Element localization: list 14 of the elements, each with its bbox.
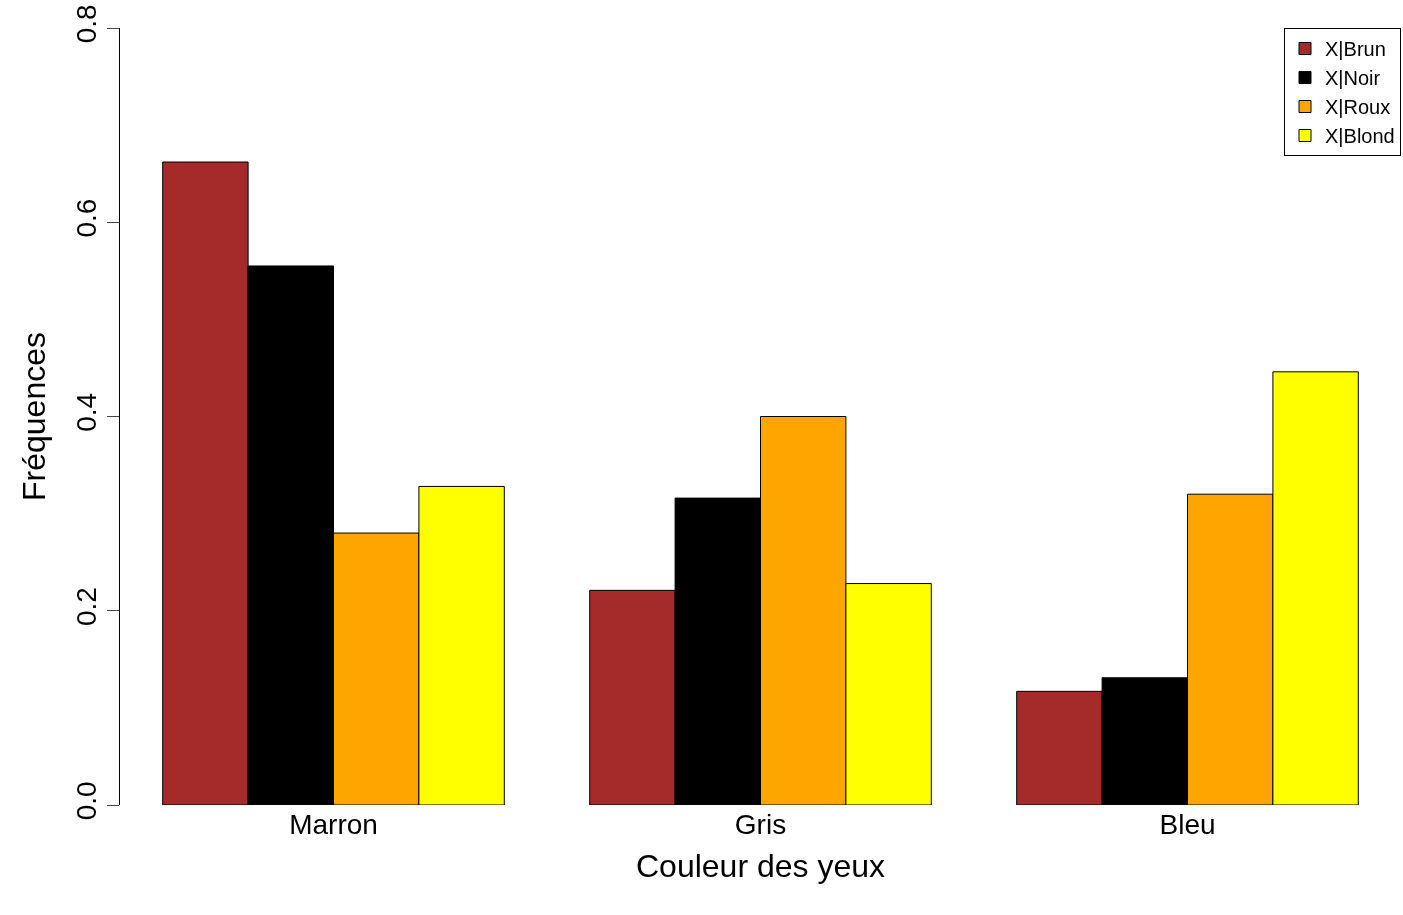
legend-label: X|Roux [1325,96,1391,119]
legend-label: X|Noir [1325,67,1381,90]
y-tick-label: 0.6 [70,198,102,238]
x-axis-title: Couleur des yeux [635,847,886,884]
x-tick-label: Gris [734,809,787,840]
y-tick-label: 0.4 [70,392,102,432]
legend-label: X|Blond [1325,125,1395,148]
y-tick-label: 0.0 [70,781,102,821]
legend-label: X|Brun [1325,38,1386,61]
y-axis-title: Fréquences [16,332,53,501]
x-tick-label: Marron [289,809,378,840]
y-tick-label: 0.2 [70,587,102,627]
y-tick-label: 0.8 [70,4,102,44]
x-tick-label: Bleu [1159,809,1216,840]
